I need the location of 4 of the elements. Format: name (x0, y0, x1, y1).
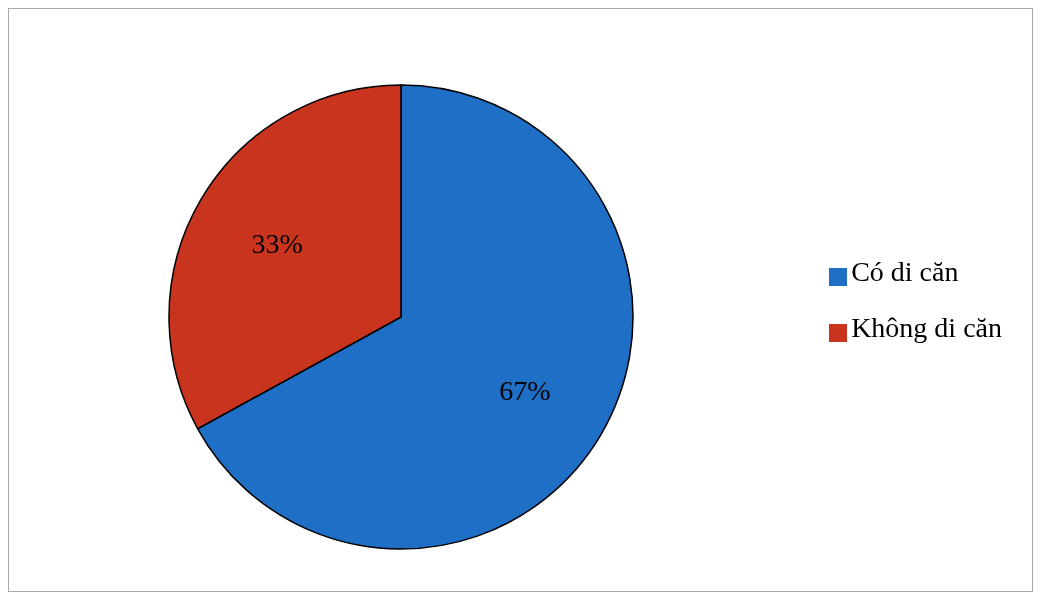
legend-label: Có di căn (851, 256, 959, 287)
legend-label: Không di căn (851, 312, 1002, 343)
data-label: 67% (499, 374, 551, 406)
data-label: 33% (251, 228, 303, 260)
